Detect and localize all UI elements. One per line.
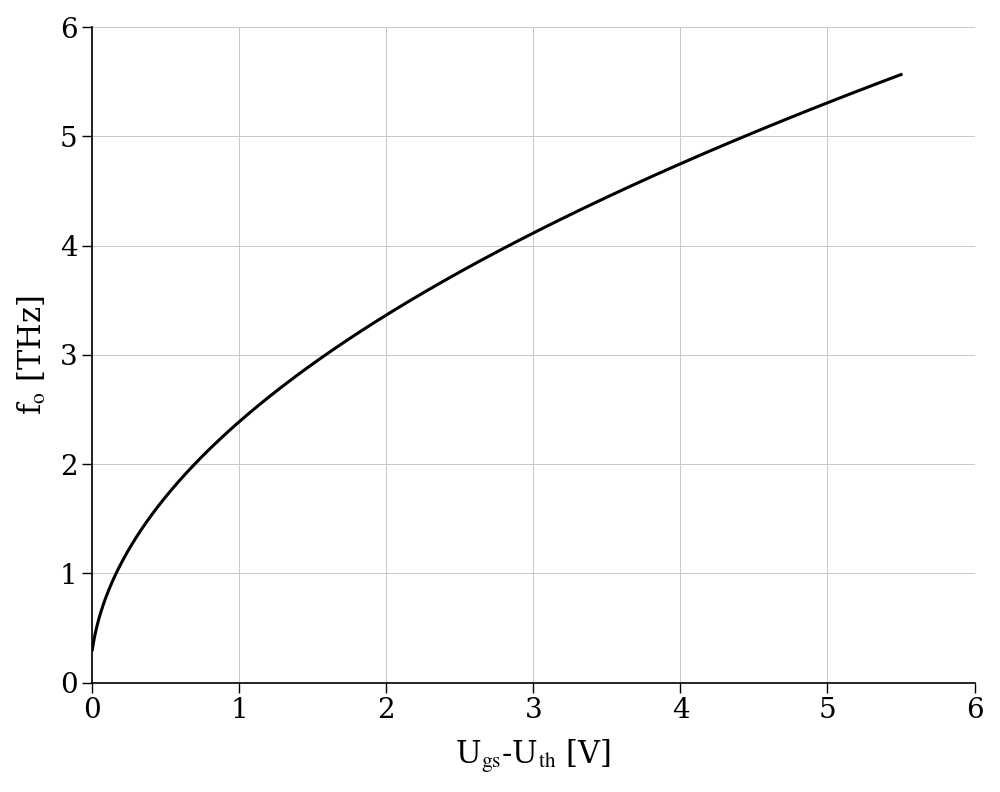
Y-axis label: f$_{\mathrm{o}}$ [THz]: f$_{\mathrm{o}}$ [THz] — [17, 295, 49, 415]
X-axis label: U$_{\mathrm{gs}}$-U$_{\mathrm{th}}$ [V]: U$_{\mathrm{gs}}$-U$_{\mathrm{th}}$ [V] — [455, 738, 611, 775]
